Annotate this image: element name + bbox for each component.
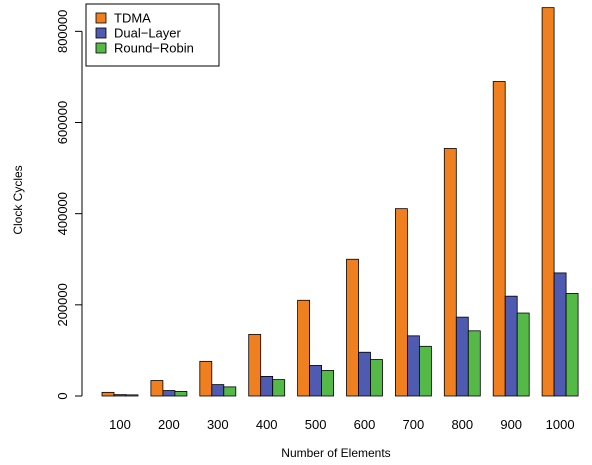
x-tick-label: 100 xyxy=(109,417,131,432)
legend-label: Dual−Layer xyxy=(114,26,182,41)
bar xyxy=(358,351,371,397)
x-tick-label: 800 xyxy=(451,417,473,432)
bar xyxy=(125,394,139,397)
bar xyxy=(162,390,176,397)
legend-swatch xyxy=(95,12,107,24)
x-tick-label: 700 xyxy=(403,417,425,432)
x-axis-title: Number of Elements xyxy=(281,446,390,460)
bar xyxy=(174,391,188,397)
bar xyxy=(260,375,274,397)
y-axis: 0 200000 400000 600000 800000 xyxy=(55,10,83,400)
bar xyxy=(504,295,518,397)
bar xyxy=(309,365,323,397)
x-tick-label: 500 xyxy=(305,417,327,432)
y-tick-label: 0 xyxy=(55,392,70,399)
legend-box xyxy=(85,3,220,67)
bar xyxy=(467,330,481,397)
x-tick-label: 300 xyxy=(207,417,229,432)
y-tick-label: 200000 xyxy=(55,283,70,326)
bar xyxy=(406,335,420,397)
bar xyxy=(516,312,530,397)
y-tick-label: 800000 xyxy=(55,10,70,53)
bar xyxy=(418,345,432,397)
x-tick-label: 1000 xyxy=(546,417,575,432)
bar xyxy=(199,360,213,397)
bar xyxy=(541,7,555,397)
legend-swatch xyxy=(95,27,107,39)
bar xyxy=(297,299,311,397)
y-tick-label: 400000 xyxy=(55,192,70,235)
bar xyxy=(553,272,567,397)
bar xyxy=(346,258,359,397)
y-tick-label: 600000 xyxy=(55,101,70,144)
legend-swatch xyxy=(95,42,107,54)
bar xyxy=(492,81,506,397)
y-axis-title: Clock Cycles xyxy=(11,165,25,234)
legend-label: Round−Robin xyxy=(114,41,194,56)
x-tick-label: 400 xyxy=(256,417,278,432)
bar-series-group xyxy=(101,7,579,397)
bar xyxy=(113,394,127,397)
x-axis-tick-labels: 100 200 300 400 500 600 700 800 900 1000 xyxy=(109,417,574,432)
bar xyxy=(455,316,469,397)
bar xyxy=(321,370,335,397)
bar xyxy=(248,334,262,397)
bar xyxy=(223,386,237,397)
legend-label: TDMA xyxy=(114,11,151,26)
bar xyxy=(101,391,115,397)
bar xyxy=(370,359,383,397)
bar xyxy=(272,379,286,397)
bar xyxy=(565,293,579,397)
bar xyxy=(150,380,164,397)
x-tick-label: 900 xyxy=(500,417,522,432)
x-tick-label: 200 xyxy=(158,417,180,432)
bar xyxy=(443,148,457,397)
bar xyxy=(211,384,225,397)
x-tick-label: 600 xyxy=(354,417,376,432)
bar xyxy=(394,208,408,397)
